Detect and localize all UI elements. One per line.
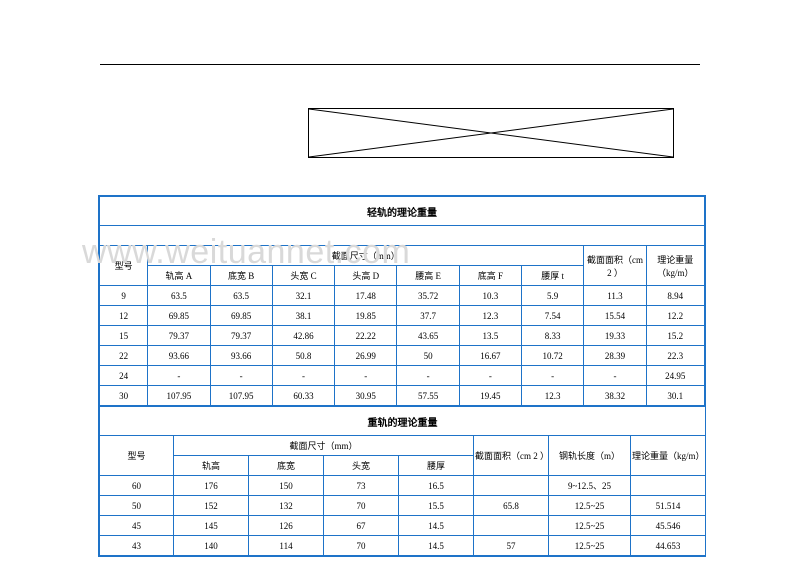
col-f: 底高 F bbox=[459, 266, 521, 286]
light-rail-table: 轻轨的理论重量 型号 截面尺寸（mm） 截面面积（cm 2 ） 理论重量（kg/… bbox=[99, 196, 705, 406]
col-b: 底宽 bbox=[249, 456, 324, 476]
col-section-group: 截面尺寸（mm） bbox=[148, 246, 584, 266]
col-section-group: 截面尺寸（mm） bbox=[174, 436, 474, 456]
col-b: 底宽 B bbox=[210, 266, 272, 286]
col-len: 钢轨长度（m） bbox=[549, 436, 631, 476]
tables-container: 轻轨的理论重量 型号 截面尺寸（mm） 截面面积（cm 2 ） 理论重量（kg/… bbox=[98, 195, 706, 557]
col-kg: 理论重量（kg/m） bbox=[631, 436, 706, 476]
table-row: 30107.95107.9560.3330.9557.5519.4512.338… bbox=[100, 386, 705, 406]
col-cm: 截面面积（cm 2 ） bbox=[584, 246, 646, 286]
table-row: 501521327015.565.812.5~2551.514 bbox=[100, 496, 706, 516]
cross-svg bbox=[309, 109, 673, 157]
col-model: 型号 bbox=[100, 436, 174, 476]
col-t: 腰厚 t bbox=[522, 266, 584, 286]
col-c: 头宽 bbox=[324, 456, 399, 476]
col-e: 腰高 E bbox=[397, 266, 459, 286]
table-header-row-1: 型号 截面尺寸（mm） 截面面积（cm 2 ） 理论重量（kg/m） bbox=[100, 246, 705, 266]
table-header-row-1: 型号 截面尺寸（mm） 截面面积（cm 2 ） 钢轨长度（m） 理论重量（kg/… bbox=[100, 436, 706, 456]
table-title: 轻轨的理论重量 bbox=[100, 197, 705, 226]
table-title-row: 重轨的理论重量 bbox=[100, 407, 706, 436]
col-a: 轨高 A bbox=[148, 266, 210, 286]
table-title-row: 轻轨的理论重量 bbox=[100, 197, 705, 226]
table-row: 601761507316.59~12.5、25 bbox=[100, 476, 706, 496]
table-row: 963.563.532.117.4835.7210.35.911.38.94 bbox=[100, 286, 705, 306]
col-cm2: 截面面积（cm 2 ） bbox=[474, 436, 549, 476]
horizontal-rule bbox=[100, 64, 700, 65]
col-c: 头宽 C bbox=[272, 266, 334, 286]
table-row: 2293.6693.6650.826.995016.6710.7228.3922… bbox=[100, 346, 705, 366]
table-row: 431401147014.55712.5~2544.653 bbox=[100, 536, 706, 556]
heavy-rail-table: 重轨的理论重量 型号 截面尺寸（mm） 截面面积（cm 2 ） 钢轨长度（m） … bbox=[99, 406, 706, 556]
col-d: 头高 D bbox=[335, 266, 397, 286]
table-row: 24--------24.95 bbox=[100, 366, 705, 386]
spacer-row bbox=[100, 226, 705, 246]
page: www.weituannet.com 轻轨的理论重量 型号 截面尺寸（mm） 截… bbox=[0, 0, 800, 566]
col-kg: 理论重量（kg/m） bbox=[646, 246, 704, 286]
col-d: 腰厚 bbox=[399, 456, 474, 476]
table-row: 1579.3779.3742.8622.2243.6513.58.3319.33… bbox=[100, 326, 705, 346]
crossed-placeholder-box bbox=[308, 108, 674, 158]
table-title: 重轨的理论重量 bbox=[100, 407, 706, 436]
col-model: 型号 bbox=[100, 246, 148, 286]
table-row: 1269.8569.8538.119.8537.712.37.5415.5412… bbox=[100, 306, 705, 326]
table-row: 451451266714.512.5~2545.546 bbox=[100, 516, 706, 536]
col-a: 轨高 bbox=[174, 456, 249, 476]
